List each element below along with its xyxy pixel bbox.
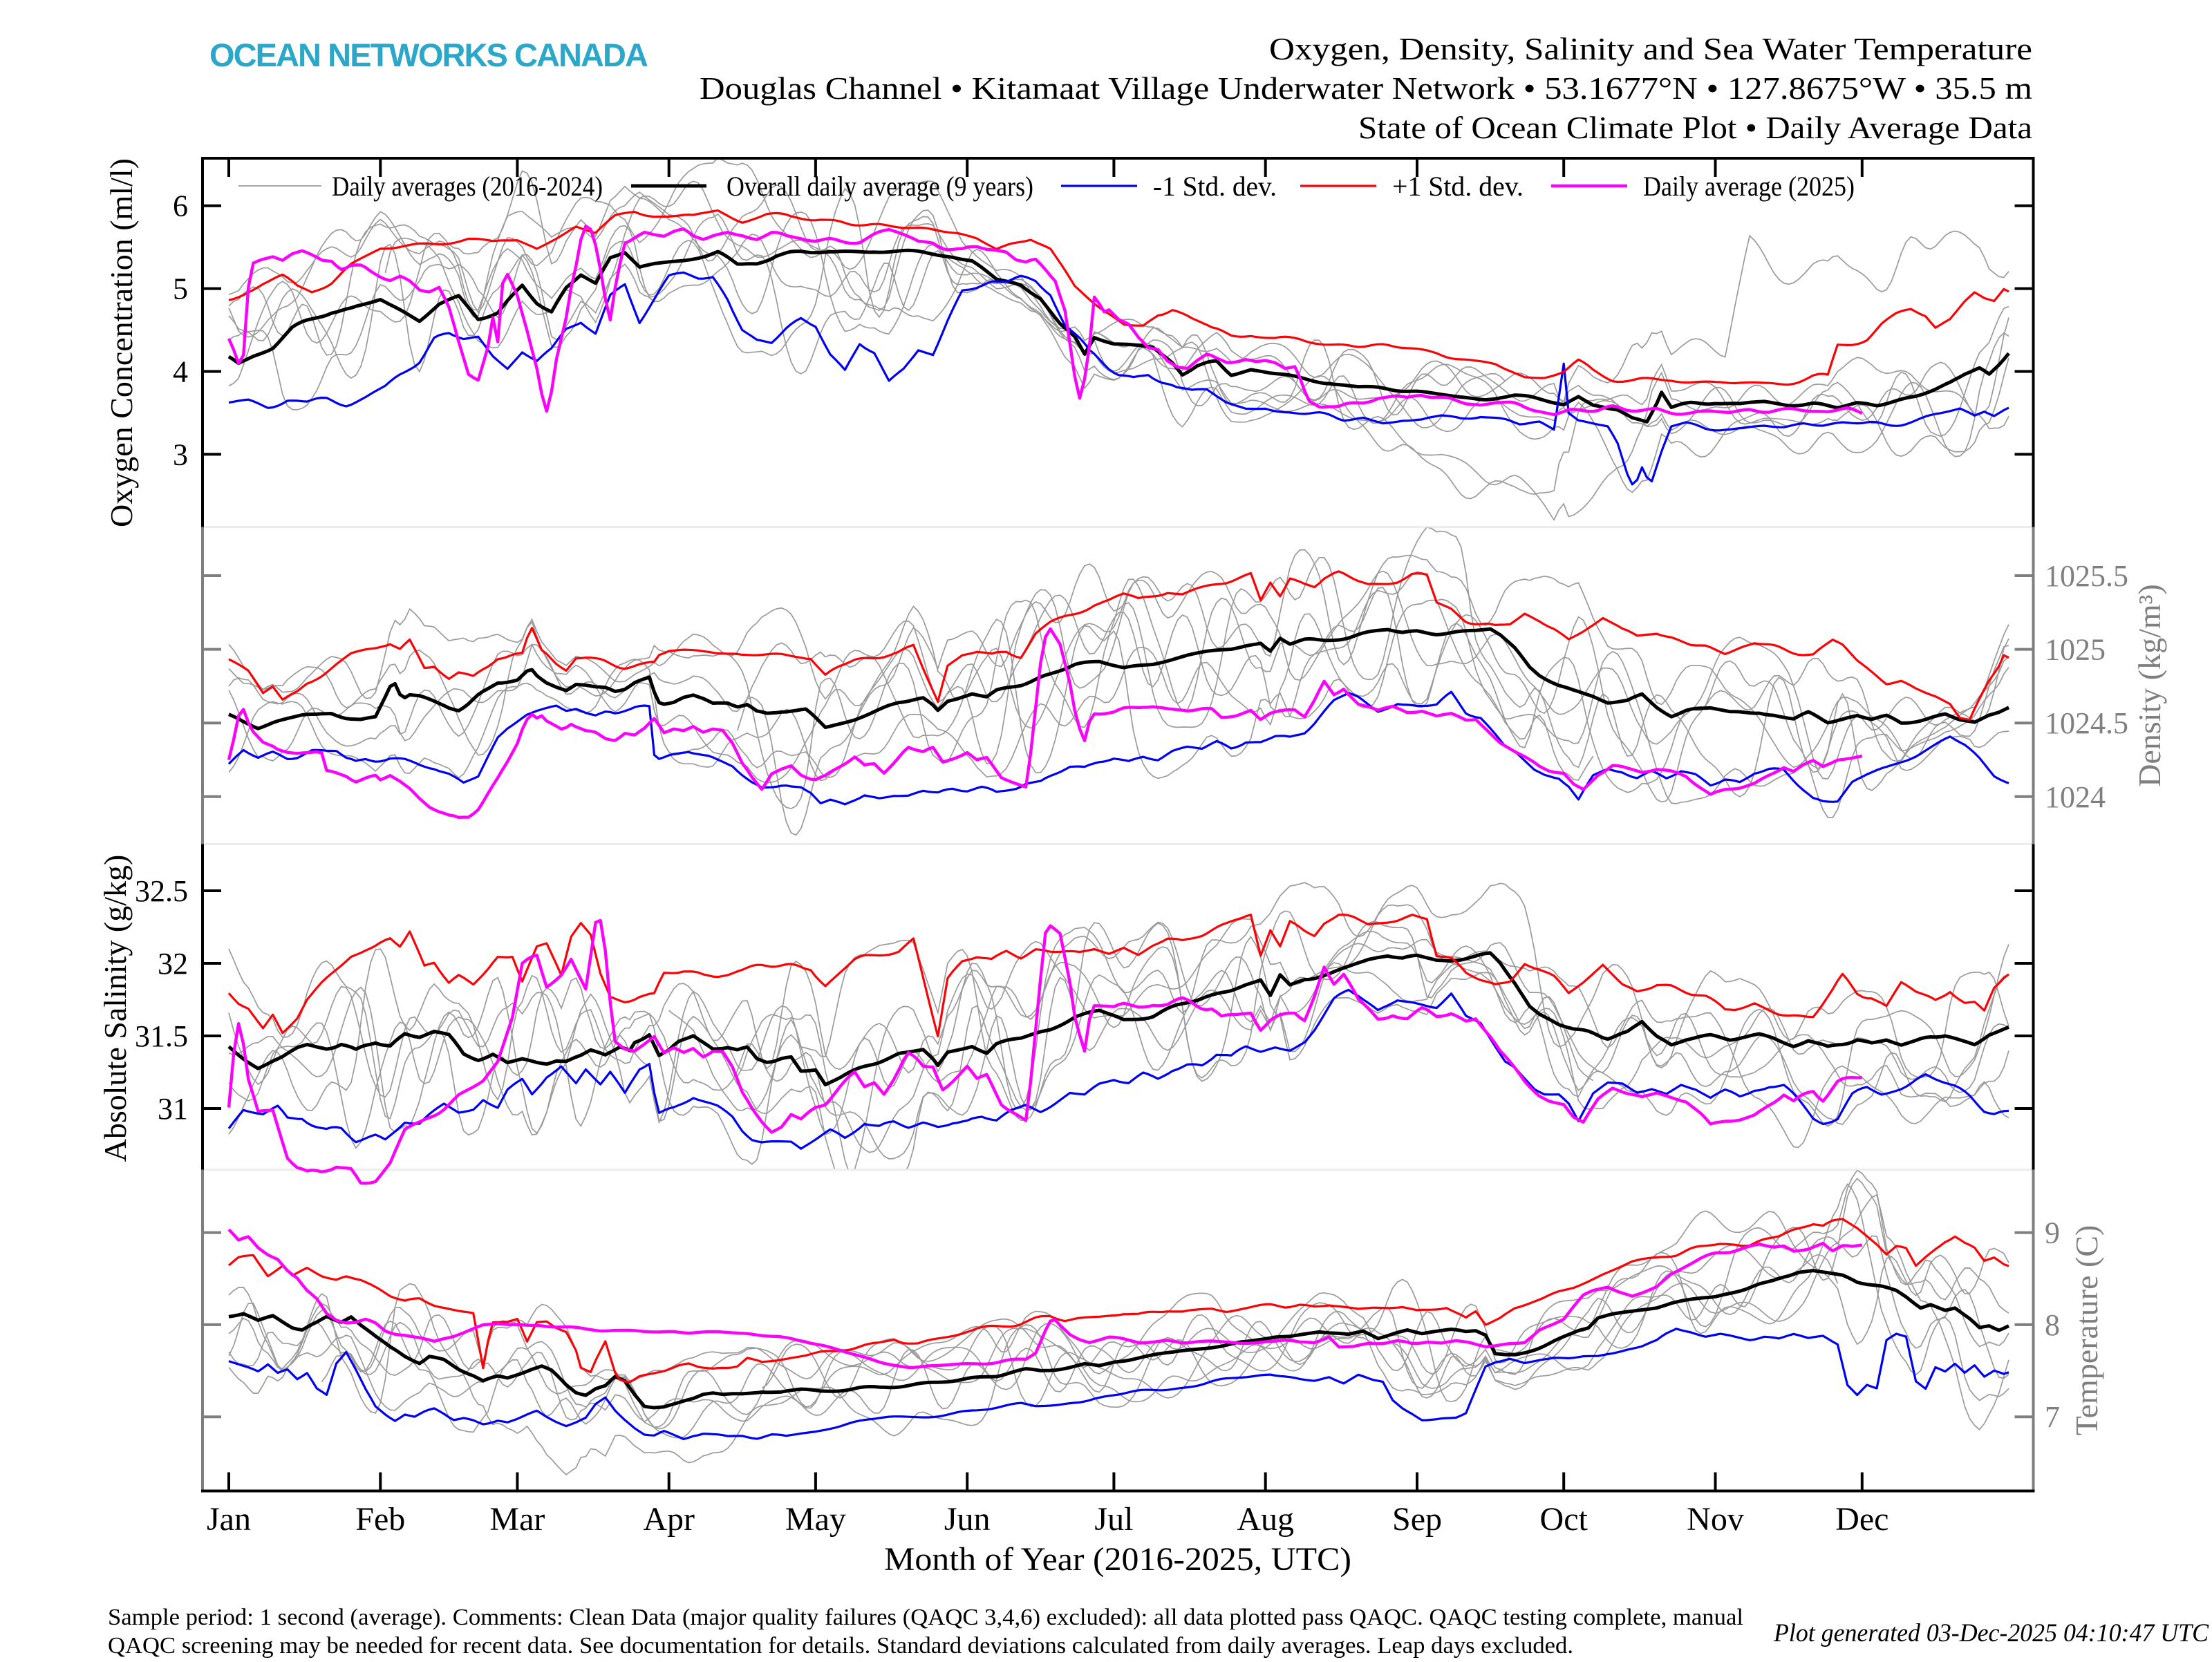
svg-text:Density (kg/m³): Density (kg/m³) bbox=[2132, 584, 2167, 787]
svg-text:State of Ocean Climate Plot •: State of Ocean Climate Plot • Daily Aver… bbox=[1358, 110, 2032, 145]
svg-text:Month of Year (2016-2025, UTC): Month of Year (2016-2025, UTC) bbox=[884, 1541, 1351, 1578]
svg-text:+1 Std. dev.: +1 Std. dev. bbox=[1392, 171, 1524, 202]
svg-text:Sample period: 1 second (avera: Sample period: 1 second (average). Comme… bbox=[108, 1605, 1743, 1630]
svg-text:Douglas Channel • Kitamaat Vil: Douglas Channel • Kitamaat Village Under… bbox=[700, 70, 2032, 106]
svg-text:Sep: Sep bbox=[1392, 1501, 1442, 1538]
svg-text:Temperature (C): Temperature (C) bbox=[2069, 1225, 2104, 1436]
svg-text:Aug: Aug bbox=[1237, 1501, 1294, 1538]
svg-text:Jul: Jul bbox=[1094, 1501, 1133, 1538]
svg-text:May: May bbox=[785, 1501, 846, 1538]
svg-text:Apr: Apr bbox=[643, 1501, 695, 1538]
svg-text:6: 6 bbox=[173, 189, 188, 223]
svg-text:Dec: Dec bbox=[1835, 1501, 1888, 1538]
svg-text:7: 7 bbox=[2045, 1400, 2060, 1434]
svg-text:Oct: Oct bbox=[1540, 1501, 1588, 1538]
svg-text:-1 Std. dev.: -1 Std. dev. bbox=[1153, 171, 1277, 202]
svg-text:Plot generated 03-Dec-2025 04:: Plot generated 03-Dec-2025 04:10:47 UTC bbox=[1773, 1619, 2209, 1647]
svg-text:OCEAN NETWORKS CANADA: OCEAN NETWORKS CANADA bbox=[209, 37, 650, 73]
svg-text:5: 5 bbox=[173, 272, 188, 306]
svg-text:9: 9 bbox=[2045, 1216, 2060, 1250]
svg-text:Feb: Feb bbox=[355, 1501, 405, 1538]
svg-text:32: 32 bbox=[158, 947, 188, 981]
svg-text:1025.5: 1025.5 bbox=[2045, 559, 2128, 593]
svg-text:Overall daily average (9 years: Overall daily average (9 years) bbox=[727, 171, 1033, 202]
svg-text:Daily averages (2016-2024): Daily averages (2016-2024) bbox=[332, 171, 603, 202]
svg-text:1024.5: 1024.5 bbox=[2045, 706, 2128, 740]
svg-text:Absolute Salinity (g/kg): Absolute Salinity (g/kg) bbox=[97, 855, 133, 1162]
svg-text:31.5: 31.5 bbox=[135, 1019, 188, 1053]
svg-text:4: 4 bbox=[173, 355, 188, 389]
svg-text:Daily average (2025): Daily average (2025) bbox=[1643, 171, 1855, 202]
svg-text:Jun: Jun bbox=[944, 1501, 991, 1538]
svg-text:Jan: Jan bbox=[207, 1501, 251, 1538]
svg-text:8: 8 bbox=[2045, 1308, 2060, 1342]
svg-text:Mar: Mar bbox=[489, 1501, 545, 1538]
svg-text:QAQC screening may be needed f: QAQC screening may be needed for recent … bbox=[108, 1633, 1573, 1659]
svg-text:Oxygen, Density, Salinity and: Oxygen, Density, Salinity and Sea Water … bbox=[1269, 31, 2032, 66]
svg-text:32.5: 32.5 bbox=[135, 874, 188, 908]
svg-text:3: 3 bbox=[173, 437, 188, 471]
svg-text:31: 31 bbox=[158, 1092, 188, 1126]
svg-text:1024: 1024 bbox=[2045, 780, 2106, 814]
svg-text:Nov: Nov bbox=[1687, 1501, 1744, 1538]
svg-text:1025: 1025 bbox=[2045, 633, 2106, 667]
svg-text:Oxygen Concentration (ml/l): Oxygen Concentration (ml/l) bbox=[104, 158, 139, 527]
